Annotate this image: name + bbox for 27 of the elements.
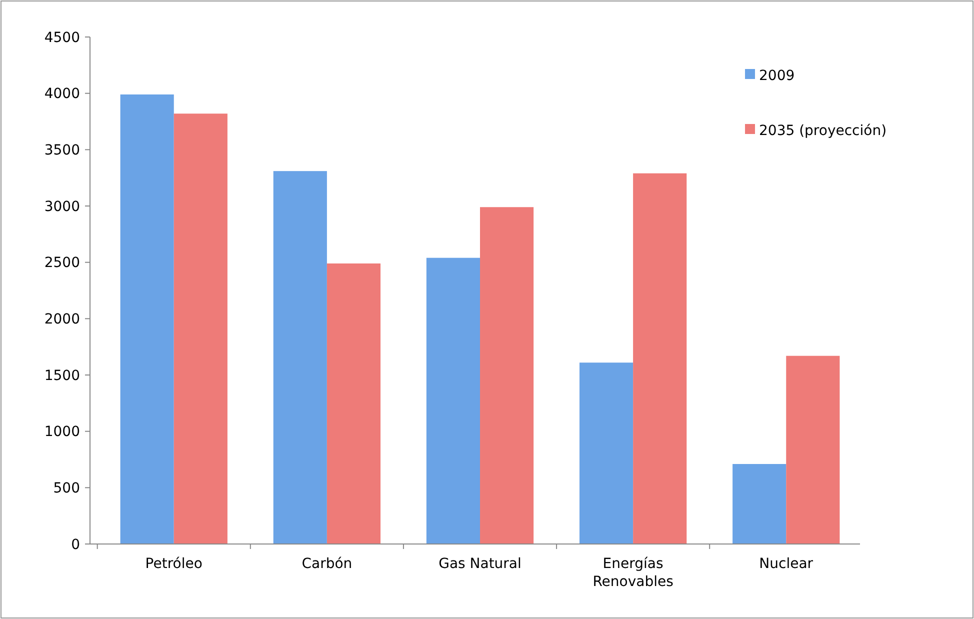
x-tick-label: Nuclear [759, 556, 814, 572]
x-tick-label: Carbón [302, 556, 352, 572]
y-tick-label: 2000 [44, 312, 80, 328]
bar [326, 263, 381, 544]
legend-label: 2009 [759, 68, 795, 84]
bar [579, 362, 634, 544]
bar [633, 173, 687, 544]
y-tick-label: 3000 [44, 198, 80, 215]
y-tick-label: 500 [53, 480, 80, 497]
y-tick-label: 4000 [44, 86, 80, 102]
y-tick-label: 0 [71, 536, 80, 553]
x-tick-label: Gas Natural [438, 556, 522, 572]
y-tick-label: 4500 [44, 30, 80, 46]
bar [273, 171, 327, 544]
x-tick-label: Petróleo [145, 556, 202, 572]
bar [174, 114, 228, 544]
bar [480, 207, 534, 544]
x-tick-label: Energías Renovables [592, 556, 674, 590]
bar [786, 356, 840, 544]
legend-label: 2035 (proyección) [759, 122, 887, 139]
bar [426, 258, 480, 544]
y-tick-label: 3500 [44, 142, 80, 159]
y-tick-label: 1000 [44, 424, 80, 440]
y-tick-label: 1500 [44, 368, 80, 384]
bar [732, 464, 786, 544]
bar [120, 94, 174, 544]
y-tick-label: 2500 [44, 255, 80, 272]
